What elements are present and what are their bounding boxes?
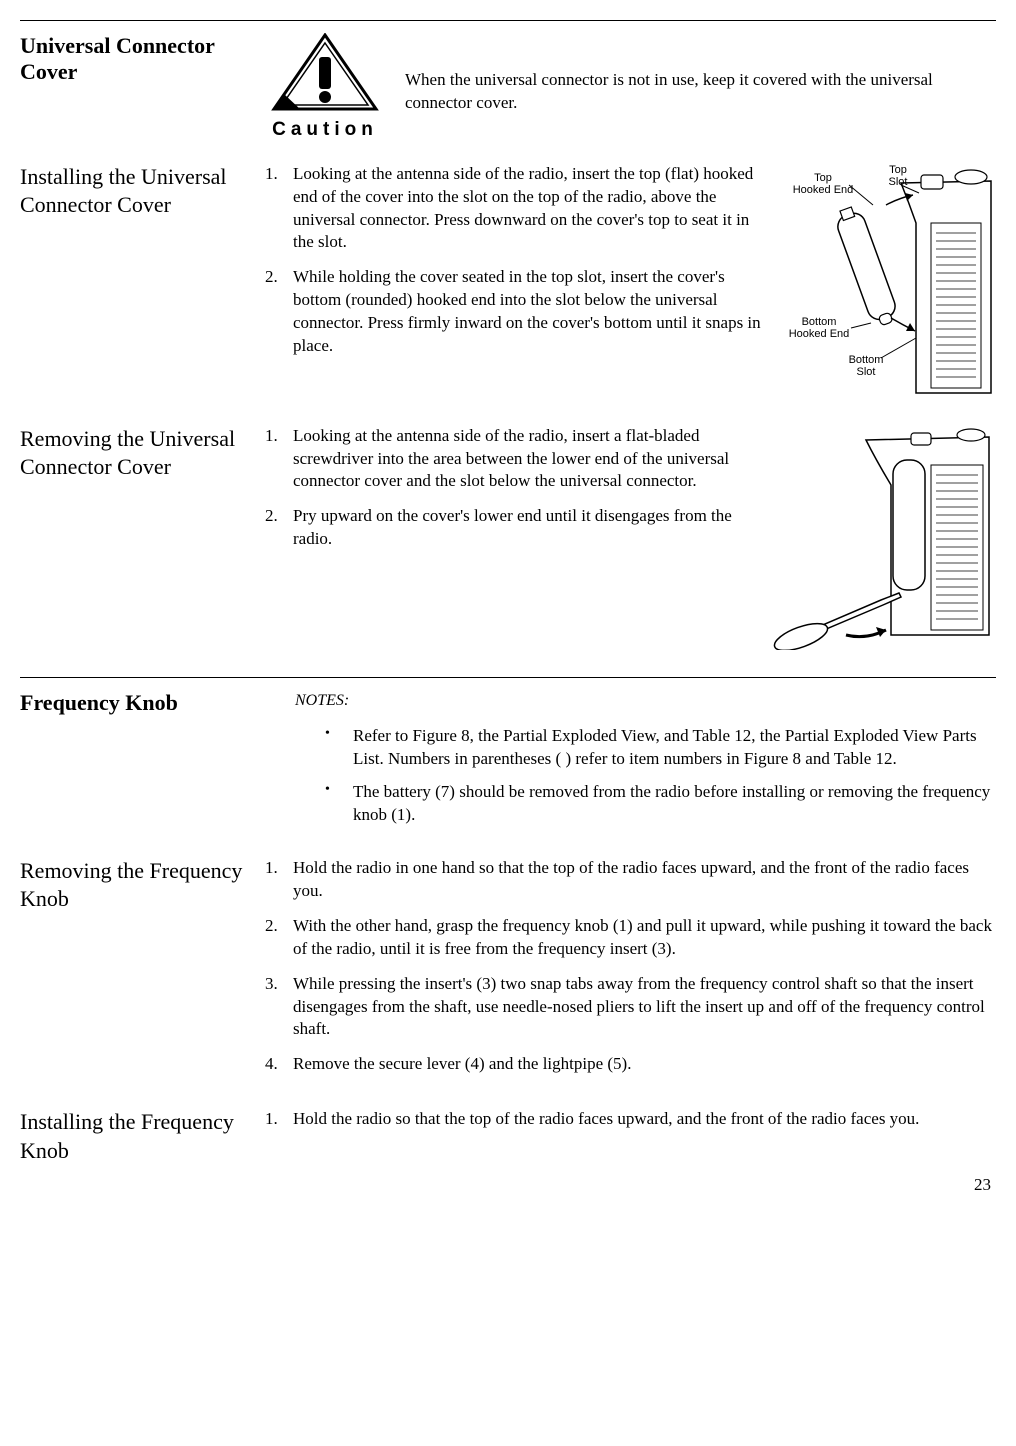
svg-text:BottomSlot: BottomSlot bbox=[849, 354, 884, 378]
radio-cover-remove-diagram bbox=[771, 425, 996, 650]
section-installing-knob: Installing the Frequency Knob Hold the r… bbox=[20, 1108, 996, 1165]
section-installing-cover: Installing the Universal Connector Cover… bbox=[20, 163, 996, 405]
removing-knob-steps: Hold the radio in one hand so that the t… bbox=[265, 857, 996, 1077]
left-column: Installing the Frequency Knob bbox=[20, 1108, 265, 1165]
diagram-install-cover: TopHooked End TopSlot BottomHooked End B… bbox=[771, 163, 996, 405]
mid-rule bbox=[20, 677, 996, 678]
heading-installing-cover: Installing the Universal Connector Cover bbox=[20, 163, 250, 220]
page-number: 23 bbox=[20, 1174, 996, 1197]
label-bottom-hooked: Bottom bbox=[802, 316, 837, 328]
installing-cover-steps: Looking at the antenna side of the radio… bbox=[265, 163, 761, 359]
step-item: Hold the radio so that the top of the ra… bbox=[265, 1108, 996, 1131]
svg-text:TopSlot: TopSlot bbox=[889, 164, 908, 188]
text-with-diagram: Looking at the antenna side of the radio… bbox=[265, 425, 996, 657]
right-column: Hold the radio so that the top of the ra… bbox=[265, 1108, 996, 1165]
section-removing-cover: Removing the Universal Connector Cover L… bbox=[20, 425, 996, 657]
caution-icon-wrap: Caution bbox=[265, 33, 385, 143]
section-universal-connector-cover: Universal Connector Cover Caution When t… bbox=[20, 33, 996, 143]
heading-removing-knob: Removing the Frequency Knob bbox=[20, 857, 250, 914]
left-column: Removing the Universal Connector Cover bbox=[20, 425, 265, 657]
label-top-slot: Top bbox=[889, 164, 907, 176]
left-column: Universal Connector Cover bbox=[20, 33, 265, 143]
svg-text:TopHooked End: TopHooked End bbox=[793, 172, 854, 196]
left-column: Frequency Knob bbox=[20, 690, 265, 837]
text-part: Looking at the antenna side of the radio… bbox=[265, 425, 761, 657]
step-item: With the other hand, grasp the frequency… bbox=[265, 915, 996, 961]
diagram-remove-cover bbox=[771, 425, 996, 657]
bullet-item: Refer to Figure 8, the Partial Exploded … bbox=[325, 725, 996, 771]
right-column: Caution When the universal connector is … bbox=[265, 33, 996, 143]
right-column: Looking at the antenna side of the radio… bbox=[265, 163, 996, 405]
left-column: Installing the Universal Connector Cover bbox=[20, 163, 265, 405]
caution-text: When the universal connector is not in u… bbox=[405, 33, 996, 115]
text-with-diagram: Looking at the antenna side of the radio… bbox=[265, 163, 996, 405]
heading-universal-connector-cover: Universal Connector Cover bbox=[20, 33, 250, 86]
top-rule bbox=[20, 20, 996, 21]
label-bottom-slot: Bottom bbox=[849, 354, 884, 366]
heading-removing-cover: Removing the Universal Connector Cover bbox=[20, 425, 250, 482]
radio-cover-install-diagram: TopHooked End TopSlot BottomHooked End B… bbox=[771, 163, 996, 398]
caution-triangle-icon bbox=[270, 33, 380, 113]
step-item: Looking at the antenna side of the radio… bbox=[265, 163, 761, 255]
right-column: NOTES: Refer to Figure 8, the Partial Ex… bbox=[265, 690, 996, 837]
step-item: Pry upward on the cover's lower end unti… bbox=[265, 505, 761, 551]
caution-block: Caution When the universal connector is … bbox=[265, 33, 996, 143]
label-top-hooked: Top bbox=[814, 172, 832, 184]
right-column: Hold the radio in one hand so that the t… bbox=[265, 857, 996, 1089]
bullet-item: The battery (7) should be removed from t… bbox=[325, 781, 996, 827]
installing-knob-steps: Hold the radio so that the top of the ra… bbox=[265, 1108, 996, 1131]
step-item: While holding the cover seated in the to… bbox=[265, 266, 761, 358]
svg-text:BottomHooked End: BottomHooked End bbox=[789, 316, 850, 340]
step-item: Remove the secure lever (4) and the ligh… bbox=[265, 1053, 996, 1076]
notes-bullets: Refer to Figure 8, the Partial Exploded … bbox=[295, 725, 996, 827]
step-item: While pressing the insert's (3) two snap… bbox=[265, 973, 996, 1042]
section-removing-knob: Removing the Frequency Knob Hold the rad… bbox=[20, 857, 996, 1089]
step-item: Hold the radio in one hand so that the t… bbox=[265, 857, 996, 903]
left-column: Removing the Frequency Knob bbox=[20, 857, 265, 1089]
right-column: Looking at the antenna side of the radio… bbox=[265, 425, 996, 657]
notes-label: NOTES: bbox=[295, 690, 996, 712]
removing-cover-steps: Looking at the antenna side of the radio… bbox=[265, 425, 761, 552]
heading-installing-knob: Installing the Frequency Knob bbox=[20, 1108, 250, 1165]
caution-label: Caution bbox=[272, 117, 378, 143]
step-item: Looking at the antenna side of the radio… bbox=[265, 425, 761, 494]
heading-frequency-knob: Frequency Knob bbox=[20, 690, 250, 716]
text-part: Looking at the antenna side of the radio… bbox=[265, 163, 761, 405]
section-frequency-knob: Frequency Knob NOTES: Refer to Figure 8,… bbox=[20, 690, 996, 837]
